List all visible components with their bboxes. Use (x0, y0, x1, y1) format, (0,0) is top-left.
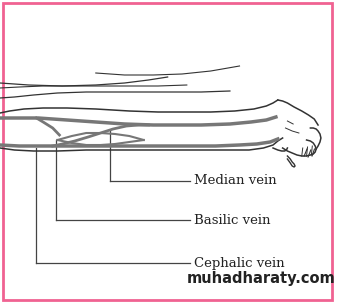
Text: Median vein: Median vein (194, 175, 276, 188)
Text: Basilic vein: Basilic vein (194, 214, 270, 227)
Text: Cephalic vein: Cephalic vein (194, 257, 284, 269)
Text: muhadharaty.com: muhadharaty.com (187, 271, 336, 286)
